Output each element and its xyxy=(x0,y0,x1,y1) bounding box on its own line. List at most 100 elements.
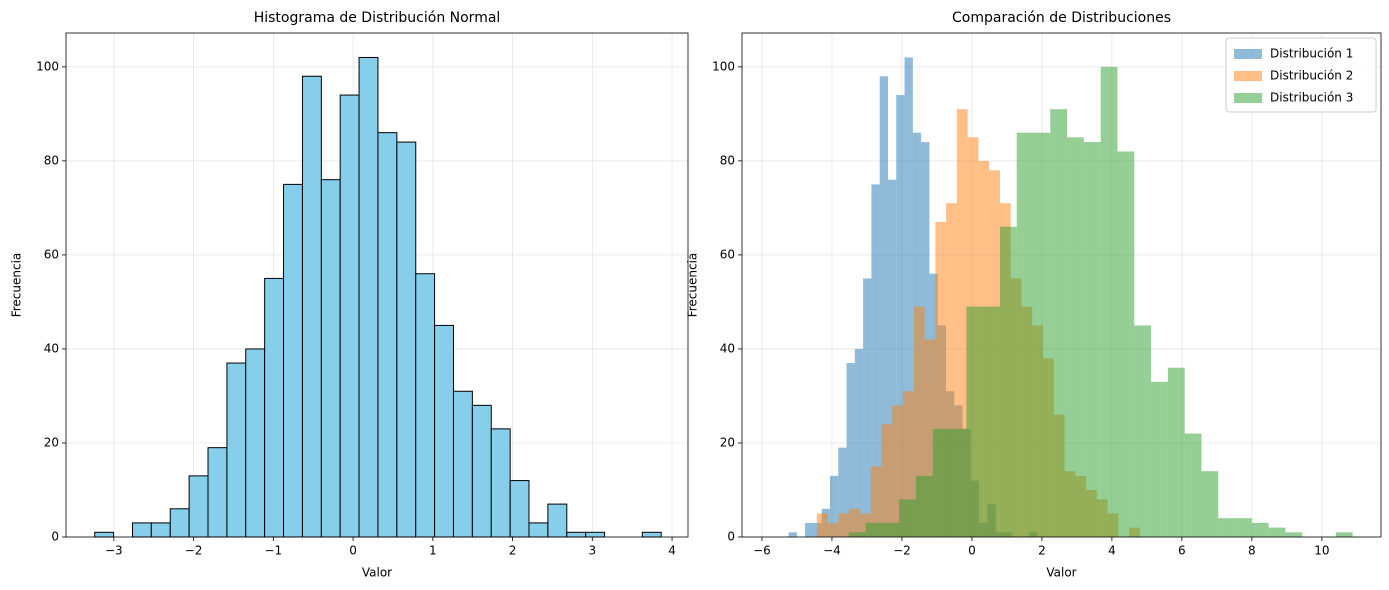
histogram-bar xyxy=(865,522,883,537)
histogram-bar xyxy=(946,203,957,537)
histogram-bar xyxy=(827,522,839,537)
histogram-bar xyxy=(1050,109,1068,537)
histogram-bar xyxy=(1033,132,1051,538)
x-tick-label: 6 xyxy=(1178,544,1186,558)
histogram-bar xyxy=(1335,532,1353,537)
histogram-bar xyxy=(915,475,933,537)
histogram-bar xyxy=(999,226,1017,538)
histogram-bar xyxy=(849,508,860,537)
histogram-bar xyxy=(1083,142,1101,537)
x-tick-label: −2 xyxy=(893,544,911,558)
y-tick-label: 0 xyxy=(727,530,735,544)
histogram-bar xyxy=(94,531,115,538)
histogram-bar xyxy=(1167,367,1185,537)
histogram-bar xyxy=(870,466,882,537)
histogram-bar xyxy=(358,56,379,538)
histogram-bar xyxy=(896,95,905,538)
histogram-bar xyxy=(848,532,866,537)
x-tick-label: −2 xyxy=(185,544,203,558)
y-tick-label: 20 xyxy=(720,435,735,449)
x-tick-label: −1 xyxy=(264,544,282,558)
legend-label: Distribución 2 xyxy=(1270,69,1353,83)
histogram-bar xyxy=(829,475,839,537)
histogram-bar xyxy=(949,428,967,537)
chart-title: Histograma de Distribución Normal xyxy=(254,10,501,26)
chart-title: Comparación de Distribuciones xyxy=(952,10,1171,26)
histogram-bar xyxy=(434,324,454,538)
plot-frame xyxy=(741,32,1382,538)
histogram-bar xyxy=(805,522,814,537)
histogram-bar xyxy=(415,273,436,538)
histogram-bar xyxy=(1134,325,1152,537)
histogram-bar xyxy=(863,278,872,537)
x-tick-label: 4 xyxy=(1108,544,1116,558)
x-tick-label: 10 xyxy=(1314,544,1329,558)
x-tick-label: 1 xyxy=(429,544,437,558)
legend-swatch xyxy=(1234,49,1262,59)
histogram-bar xyxy=(913,306,925,537)
histogram-bar xyxy=(921,142,930,537)
y-axis-label: Frecuencia xyxy=(10,253,24,318)
y-tick-label: 80 xyxy=(720,153,735,167)
histogram-bar xyxy=(471,404,492,538)
histogram-bar xyxy=(301,75,322,538)
histogram-bar xyxy=(892,405,904,537)
legend-label: Distribución 1 xyxy=(1270,47,1353,61)
legend-box xyxy=(1225,37,1377,113)
histogram-bar xyxy=(879,76,888,538)
y-tick-label: 80 xyxy=(44,153,59,167)
histogram-bar xyxy=(1218,518,1236,537)
histogram-bar xyxy=(935,222,947,537)
x-tick-label: −4 xyxy=(823,544,841,558)
histogram-bar xyxy=(816,513,828,537)
histogram-bar xyxy=(1201,471,1219,537)
histogram-bar xyxy=(547,503,568,538)
histogram-bar xyxy=(1100,66,1118,538)
histogram-bar xyxy=(904,57,913,538)
histogram-bar xyxy=(859,513,871,537)
histogram-bar xyxy=(924,339,936,537)
y-tick-label: 60 xyxy=(44,247,59,261)
x-tick-label: −6 xyxy=(753,544,771,558)
histogram-bar xyxy=(396,141,417,538)
histogram-bar xyxy=(846,363,855,537)
histogram-bar xyxy=(377,132,398,538)
y-tick-label: 40 xyxy=(720,341,735,355)
histogram-bar xyxy=(1235,518,1252,537)
legend-swatch xyxy=(1234,71,1262,81)
histogram-bar xyxy=(1016,132,1034,538)
histogram-bar xyxy=(887,179,897,537)
histogram-bar xyxy=(881,424,893,537)
histogram-bar xyxy=(1268,527,1286,537)
y-tick-label: 20 xyxy=(44,435,59,449)
y-axis-label: Frecuencia xyxy=(686,253,700,318)
histogram-bar xyxy=(452,390,473,538)
histogram-bar xyxy=(264,277,285,538)
x-tick-label: 8 xyxy=(1248,544,1256,558)
y-tick-label: 40 xyxy=(44,341,59,355)
histogram-bar xyxy=(509,480,530,538)
histogram-bar xyxy=(1067,137,1084,537)
x-tick-label: 2 xyxy=(509,544,517,558)
x-tick-label: −3 xyxy=(105,544,123,558)
histogram-bar xyxy=(528,522,549,538)
y-tick-label: 100 xyxy=(36,59,59,73)
x-tick-label: 0 xyxy=(349,544,357,558)
plot-frame xyxy=(65,32,689,538)
histogram-bar xyxy=(1285,532,1303,537)
histogram-bar xyxy=(188,475,209,538)
histogram-bar xyxy=(490,428,511,538)
x-tick-label: 0 xyxy=(968,544,976,558)
histogram-bar xyxy=(132,522,152,538)
histogram-bar xyxy=(882,522,900,537)
y-tick-label: 0 xyxy=(51,530,59,544)
histogram-bar xyxy=(854,348,864,537)
x-axis-label: Valor xyxy=(1046,566,1076,580)
histogram-bar xyxy=(903,391,914,537)
histogram-bar xyxy=(899,499,916,537)
histogram-bar xyxy=(1117,151,1135,538)
histogram-bar xyxy=(838,513,850,537)
histogram-bar xyxy=(226,362,247,538)
y-tick-label: 60 xyxy=(720,247,735,261)
histogram-bar xyxy=(1184,433,1202,537)
